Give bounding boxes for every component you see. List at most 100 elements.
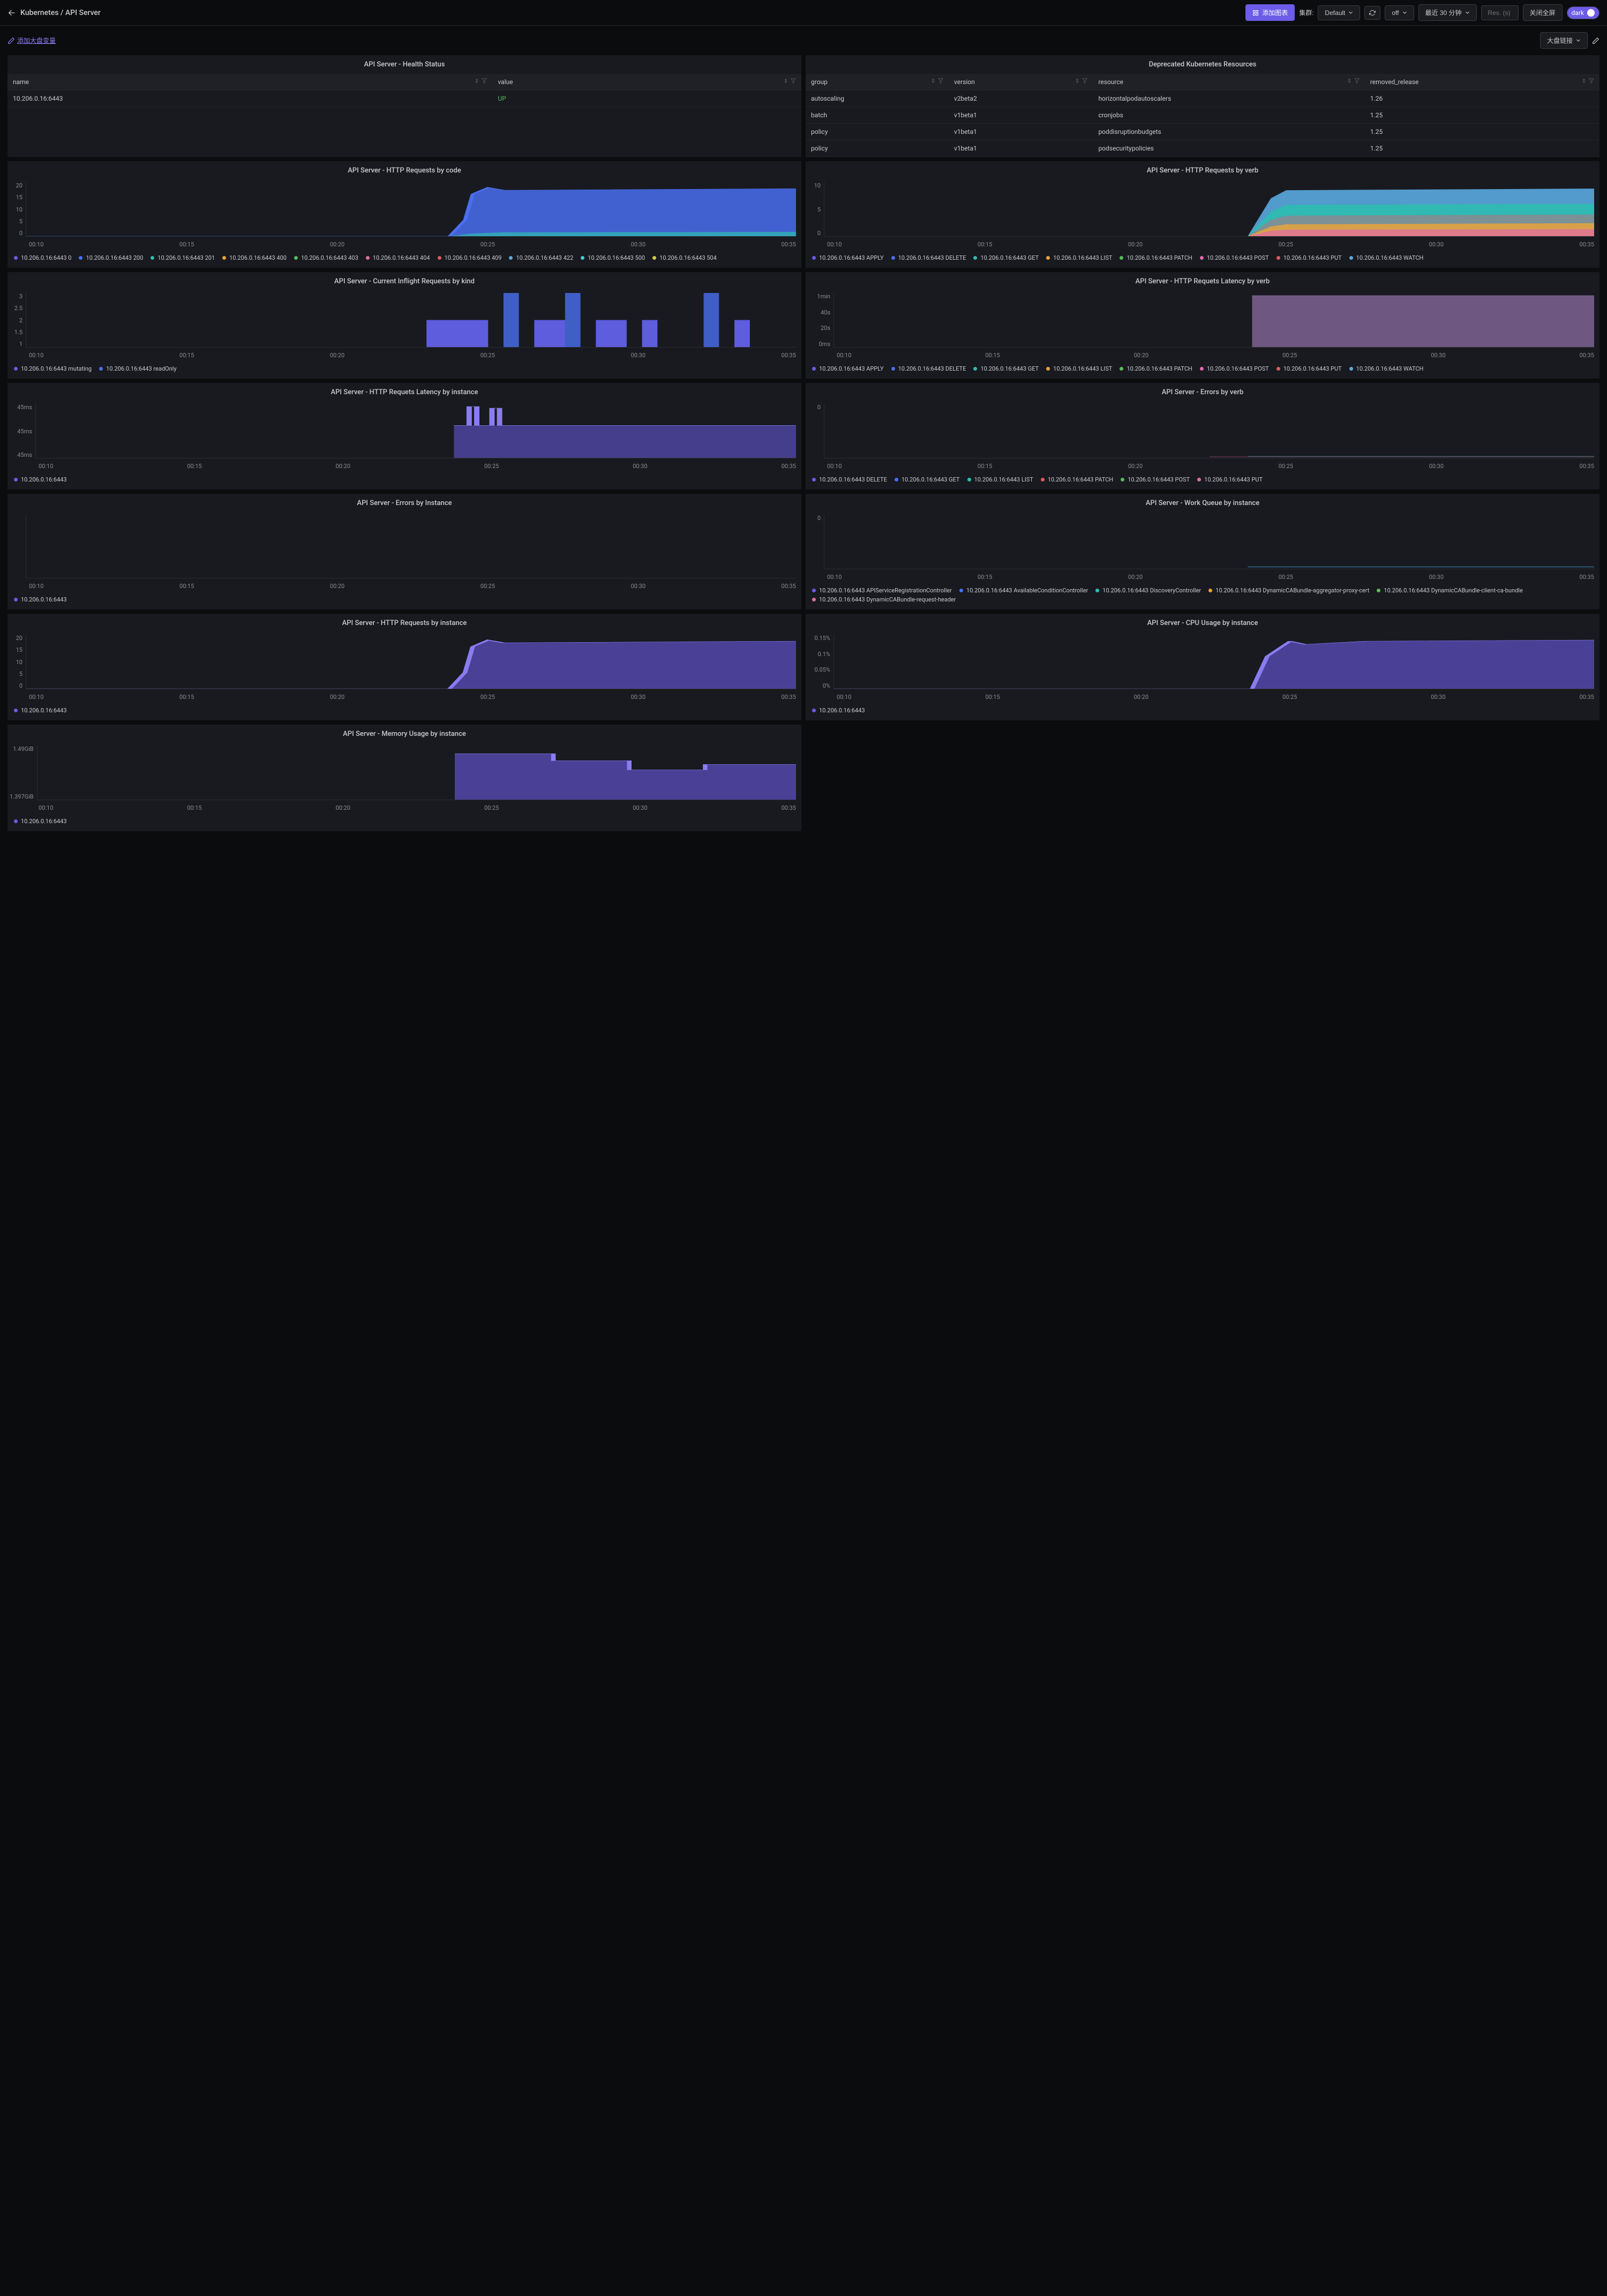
legend-item[interactable]: 10.206.0.16:6443 PATCH xyxy=(1120,365,1192,372)
dashboard-link-select[interactable]: 大盘链接 xyxy=(1540,32,1588,49)
filter-icon[interactable] xyxy=(938,78,943,84)
y-tick: 0% xyxy=(808,682,830,689)
legend-item[interactable]: 10.206.0.16:6443 GET xyxy=(973,365,1039,372)
column-header[interactable]: group xyxy=(806,74,949,91)
back-icon[interactable] xyxy=(7,9,16,17)
table-cell: autoscaling xyxy=(806,91,949,107)
sort-icon[interactable] xyxy=(474,78,479,84)
theme-toggle[interactable]: dark xyxy=(1567,6,1600,19)
legend-item[interactable]: 10.206.0.16:6443 DynamicCABundle-client-… xyxy=(1377,587,1522,594)
filter-icon[interactable] xyxy=(791,78,796,84)
add-variable-link[interactable]: 添加大盘变量 xyxy=(7,36,56,45)
auto-refresh-select[interactable]: off xyxy=(1385,5,1414,20)
filter-icon[interactable] xyxy=(1082,78,1087,84)
x-tick: 00:30 xyxy=(1431,694,1445,701)
legend-item[interactable]: 10.206.0.16:6443 PATCH xyxy=(1120,254,1192,261)
chart-plot[interactable] xyxy=(824,515,1594,569)
legend-item[interactable]: 10.206.0.16:6443 200 xyxy=(79,254,143,261)
chart-body: 0 xyxy=(806,513,1600,571)
legend-item[interactable]: 10.206.0.16:6443 WATCH xyxy=(1349,254,1424,261)
legend-item[interactable]: 10.206.0.16:6443 409 xyxy=(438,254,502,261)
legend-item[interactable]: 10.206.0.16:6443 APPLY xyxy=(812,365,884,372)
legend-item[interactable]: 10.206.0.16:6443 WATCH xyxy=(1349,365,1424,372)
add-chart-button[interactable]: 添加图表 xyxy=(1245,4,1295,21)
resolution-input[interactable] xyxy=(1481,5,1519,20)
legend-item[interactable]: 10.206.0.16:6443 xyxy=(812,707,865,714)
legend-item[interactable]: 10.206.0.16:6443 404 xyxy=(366,254,430,261)
legend-item[interactable]: 10.206.0.16:6443 POST xyxy=(1121,476,1190,483)
table-cell: batch xyxy=(806,107,949,124)
legend-item[interactable]: 10.206.0.16:6443 LIST xyxy=(967,476,1033,483)
y-tick: 45ms xyxy=(10,428,32,435)
chart-plot[interactable] xyxy=(833,293,1594,348)
legend-item[interactable]: 10.206.0.16:6443 504 xyxy=(652,254,717,261)
column-header[interactable]: resource xyxy=(1093,74,1364,91)
chart-svg xyxy=(824,515,1594,569)
legend-item[interactable]: 10.206.0.16:6443 403 xyxy=(294,254,358,261)
chart-plot[interactable] xyxy=(26,293,796,348)
filter-icon[interactable] xyxy=(482,78,487,84)
legend-item[interactable]: 10.206.0.16:6443 GET xyxy=(973,254,1039,261)
chart-plot[interactable] xyxy=(26,182,796,237)
chart-plot[interactable] xyxy=(37,746,796,800)
refresh-button[interactable] xyxy=(1364,6,1380,20)
chart-plot[interactable] xyxy=(26,515,796,578)
legend-item[interactable]: 10.206.0.16:6443 readOnly xyxy=(99,365,176,372)
legend-item[interactable]: 10.206.0.16:6443 PATCH xyxy=(1041,476,1113,483)
column-header[interactable]: value xyxy=(492,74,801,91)
cluster-select[interactable]: Default xyxy=(1318,5,1360,20)
chart-plot[interactable] xyxy=(833,635,1594,689)
legend-item[interactable]: 10.206.0.16:6443 500 xyxy=(581,254,645,261)
legend-item[interactable]: 10.206.0.16:6443 PUT xyxy=(1197,476,1263,483)
legend-item[interactable]: 10.206.0.16:6443 APPLY xyxy=(812,254,884,261)
legend-item[interactable]: 10.206.0.16:6443 PUT xyxy=(1276,254,1342,261)
x-axis: 00:1000:1500:2000:2500:3000:35 xyxy=(806,691,1600,703)
sort-icon[interactable] xyxy=(1581,78,1587,84)
legend-item[interactable]: 10.206.0.16:6443 xyxy=(14,818,67,825)
legend-item[interactable]: 10.206.0.16:6443 mutating xyxy=(14,365,92,372)
legend-item[interactable]: 10.206.0.16:6443 AvailableConditionContr… xyxy=(959,587,1088,594)
legend-item[interactable]: 10.206.0.16:6443 400 xyxy=(222,254,287,261)
filter-icon[interactable] xyxy=(1354,78,1360,84)
edit-icon[interactable] xyxy=(1592,37,1600,44)
legend-item[interactable]: 10.206.0.16:6443 201 xyxy=(151,254,215,261)
legend-item[interactable]: 10.206.0.16:6443 0 xyxy=(14,254,71,261)
chart-plot[interactable] xyxy=(824,404,1594,458)
legend-item[interactable]: 10.206.0.16:6443 APIServiceRegistrationC… xyxy=(812,587,952,594)
theme-label: dark xyxy=(1572,9,1584,17)
filter-icon[interactable] xyxy=(1589,78,1594,84)
legend-label: 10.206.0.16:6443 DELETE xyxy=(819,476,887,483)
legend-item[interactable]: 10.206.0.16:6443 422 xyxy=(509,254,573,261)
time-range-select[interactable]: 最近 30 分钟 xyxy=(1418,4,1477,21)
legend-item[interactable]: 10.206.0.16:6443 GET xyxy=(895,476,960,483)
sort-icon[interactable] xyxy=(930,78,936,84)
column-header[interactable]: removed_release xyxy=(1365,74,1600,91)
legend-item[interactable]: 10.206.0.16:6443 POST xyxy=(1200,365,1269,372)
legend-item[interactable]: 10.206.0.16:6443 xyxy=(14,707,67,714)
close-fullscreen-button[interactable]: 关闭全屏 xyxy=(1523,4,1563,21)
x-tick: 00:20 xyxy=(330,694,344,701)
legend-item[interactable]: 10.206.0.16:6443 DELETE xyxy=(812,476,887,483)
legend-item[interactable]: 10.206.0.16:6443 LIST xyxy=(1046,254,1112,261)
chart-plot[interactable] xyxy=(824,182,1594,237)
legend-item[interactable]: 10.206.0.16:6443 DiscoveryController xyxy=(1095,587,1201,594)
chart-plot[interactable] xyxy=(35,404,796,458)
legend-item[interactable]: 10.206.0.16:6443 POST xyxy=(1200,254,1269,261)
y-tick: 10 xyxy=(10,206,22,213)
sort-icon[interactable] xyxy=(783,78,789,84)
legend-item[interactable]: 10.206.0.16:6443 DELETE xyxy=(891,254,966,261)
legend-item[interactable]: 10.206.0.16:6443 xyxy=(14,596,67,603)
legend-item[interactable]: 10.206.0.16:6443 DynamicCABundle-aggrega… xyxy=(1208,587,1369,594)
legend-item[interactable]: 10.206.0.16:6443 DELETE xyxy=(891,365,966,372)
legend-item[interactable]: 10.206.0.16:6443 LIST xyxy=(1046,365,1112,372)
legend-item[interactable]: 10.206.0.16:6443 DynamicCABundle-request… xyxy=(812,596,956,603)
chart-plot[interactable] xyxy=(26,635,796,689)
legend-item[interactable]: 10.206.0.16:6443 PUT xyxy=(1276,365,1342,372)
sort-icon[interactable] xyxy=(1347,78,1352,84)
legend-item[interactable]: 10.206.0.16:6443 xyxy=(14,476,67,483)
sort-icon[interactable] xyxy=(1075,78,1080,84)
column-header[interactable]: name xyxy=(7,74,492,91)
legend-label: 10.206.0.16:6443 DiscoveryController xyxy=(1102,587,1201,594)
legend-dot xyxy=(1046,256,1050,260)
column-header[interactable]: version xyxy=(949,74,1093,91)
